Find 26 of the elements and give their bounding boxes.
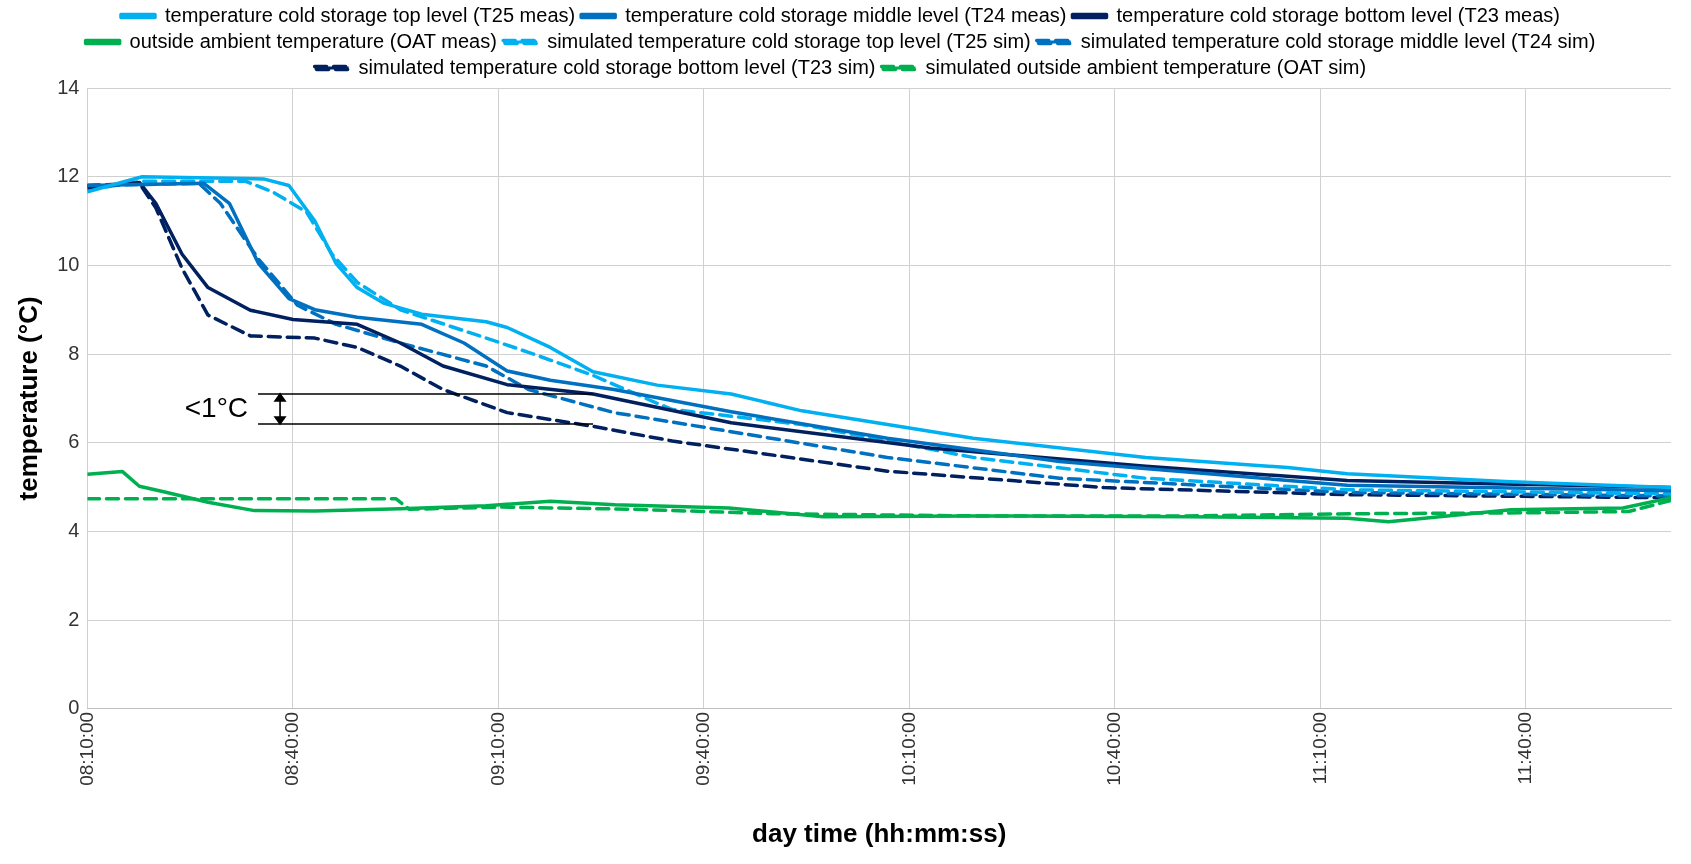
y-tick-label: 4: [68, 518, 80, 541]
legend-label: outside ambient temperature (OAT meas): [129, 29, 497, 52]
y-tick-label: 12: [57, 164, 80, 187]
x-axis-title: day time (hh:mm:ss): [752, 817, 1007, 848]
legend-label: simulated temperature cold storage bottom level (T23 sim): [358, 55, 876, 78]
y-tick-label: 14: [57, 75, 80, 98]
x-tick-label: 10:10:00: [897, 711, 919, 786]
legend-label: temperature cold storage bottom level (T23 meas): [1116, 3, 1561, 26]
y-tick-label: 8: [68, 341, 80, 364]
y-tick-label: 0: [68, 696, 80, 719]
x-tick-label: 09:10:00: [486, 711, 508, 786]
y-tick-label: 6: [68, 430, 80, 453]
legend-label: simulated temperature cold storage top level (T25 sim): [547, 29, 1031, 52]
legend-label: temperature cold storage top level (T25 meas): [164, 3, 576, 26]
x-tick-label: 09:40:00: [692, 711, 714, 786]
annotation: <1°C: [184, 391, 249, 423]
legend-label: simulated temperature cold storage middle level (T24 sim): [1080, 29, 1596, 52]
y-tick-label: 10: [57, 252, 80, 275]
y-axis-title: temperature (°C): [12, 296, 43, 501]
legend-label: temperature cold storage middle level (T24 meas): [625, 3, 1067, 26]
x-tick-label: 11:40:00: [1514, 711, 1536, 785]
x-tick-label: 08:40:00: [281, 711, 303, 786]
x-tick-label: 10:40:00: [1103, 711, 1125, 786]
x-tick-label: 11:10:00: [1308, 711, 1330, 785]
legend-label: simulated outside ambient temperature (OAT sim): [925, 55, 1367, 78]
y-tick-label: 2: [68, 607, 80, 630]
